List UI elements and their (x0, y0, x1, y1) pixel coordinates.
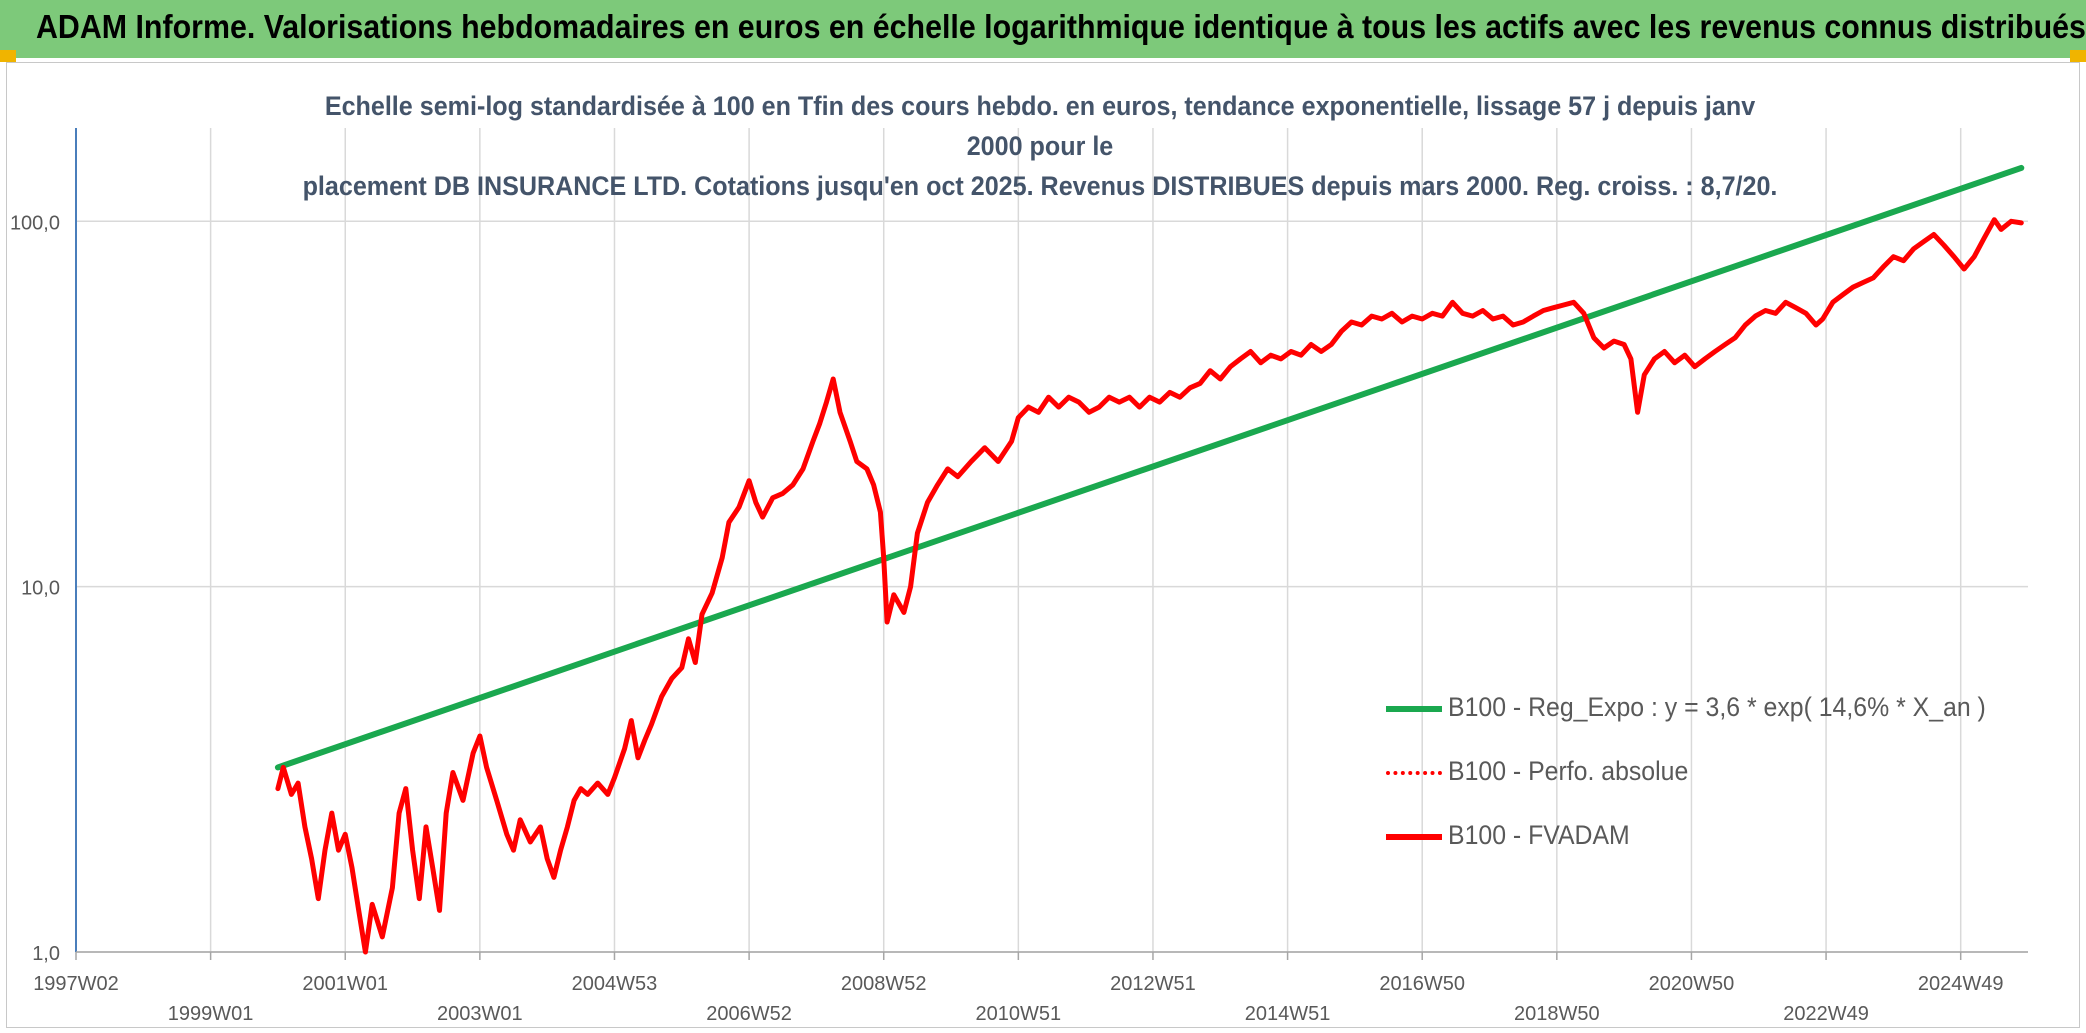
chart-grid (75, 128, 2028, 960)
x-tick-label: 2018W50 (1514, 1003, 1600, 1025)
legend-swatch-reg-expo (1386, 706, 1442, 712)
chart-subtitle-line-2: placement DB INSURANCE LTD. Cotations ju… (302, 171, 1778, 201)
series-fvadam-line (275, 217, 2024, 955)
x-tick-label: 2020W50 (1649, 973, 1735, 995)
legend-label-perfo-absolue: B100 - Perfo. absolue (1448, 756, 1689, 786)
x-axis-ticks: 1997W02 1999W01 2001W01 2003W01 2004W53 2006W… (33, 973, 2003, 1025)
x-tick-label: 2014W51 (1245, 1003, 1331, 1025)
x-tick-label: 1999W01 (168, 1003, 254, 1025)
legend-label-fvadam: B100 - FVADAM (1448, 820, 1630, 850)
legend-label-reg-expo: B100 - Reg_Expo : y = 3,6 * exp( 14,6% *… (1448, 692, 1986, 722)
corner-marker-right (2070, 50, 2086, 62)
chart-subtitle: Echelle semi-log standardisée à 100 en T… (296, 86, 1784, 206)
y-axis-ticks: 1,0 10,0 100,0 (10, 212, 60, 965)
x-tick-label: 2016W50 (1379, 973, 1465, 995)
x-tick-label: 2001W01 (302, 973, 388, 995)
x-tick-label: 2008W52 (841, 973, 927, 995)
y-tick-label: 10,0 (21, 578, 60, 600)
corner-marker-left (0, 50, 16, 62)
series-reg-expo-line (274, 164, 2025, 771)
x-tick-label: 2010W51 (976, 1003, 1062, 1025)
x-tick-label: 2012W51 (1110, 973, 1196, 995)
x-tick-label: 2006W52 (706, 1003, 792, 1025)
y-tick-label: 1,0 (32, 943, 60, 965)
chart-subtitle-line-1: Echelle semi-log standardisée à 100 en T… (324, 91, 1756, 161)
legend-swatch-fvadam (1386, 834, 1442, 840)
x-tick-label: 2004W53 (572, 973, 658, 995)
x-tick-label: 2003W01 (437, 1003, 523, 1025)
report-title: ADAM Informe. Valorisations hebdomadaire… (36, 8, 2086, 45)
x-tick-label: 2024W49 (1918, 973, 2004, 995)
report-header: ADAM Informe. Valorisations hebdomadaire… (0, 0, 2086, 58)
chart-axes (75, 128, 2028, 953)
legend-swatch-perfo-absolue (1386, 771, 1442, 775)
chart-series (274, 164, 2025, 955)
chart-frame (6, 62, 2080, 1028)
x-tick-label: 1997W02 (33, 973, 119, 995)
y-tick-label: 100,0 (10, 212, 60, 234)
x-tick-label: 2022W49 (1783, 1003, 1869, 1025)
